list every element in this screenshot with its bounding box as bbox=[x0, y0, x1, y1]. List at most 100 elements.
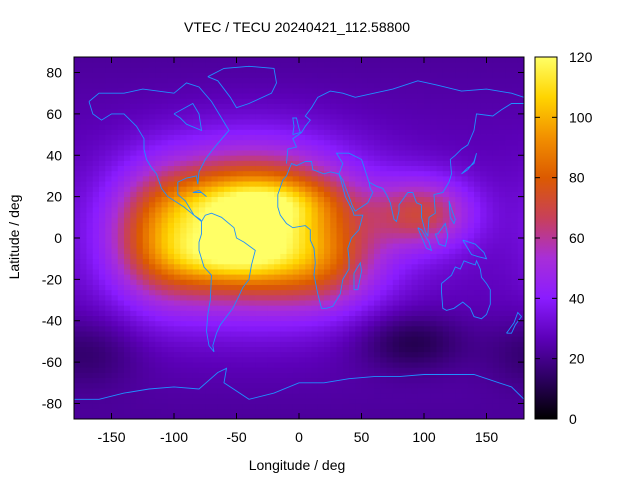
heatmap-cell bbox=[511, 331, 519, 337]
heatmap-cell bbox=[105, 382, 112, 389]
heatmap-cell bbox=[474, 279, 481, 285]
heatmap-cell bbox=[249, 356, 256, 363]
heatmap-cell bbox=[280, 248, 287, 254]
heatmap-cell bbox=[474, 191, 481, 198]
heatmap-cell bbox=[474, 150, 481, 156]
heatmap-cell bbox=[480, 413, 487, 419]
heatmap-cell bbox=[174, 253, 181, 260]
heatmap-cell bbox=[292, 393, 300, 399]
heatmap-cell bbox=[461, 382, 469, 389]
heatmap-cell bbox=[411, 413, 419, 419]
heatmap-cell bbox=[199, 243, 206, 249]
heatmap-cell bbox=[349, 408, 356, 415]
heatmap-cell bbox=[499, 310, 506, 316]
heatmap-cell bbox=[149, 341, 156, 347]
heatmap-cell bbox=[111, 103, 119, 110]
heatmap-cell bbox=[230, 67, 237, 73]
heatmap-cell bbox=[486, 387, 494, 394]
heatmap-cell bbox=[261, 403, 269, 410]
heatmap-cell bbox=[274, 398, 281, 404]
heatmap-cell bbox=[205, 279, 212, 285]
heatmap-cell bbox=[161, 67, 169, 73]
heatmap-cell bbox=[461, 155, 469, 161]
heatmap-cell bbox=[255, 150, 262, 156]
heatmap-cell bbox=[455, 305, 462, 311]
heatmap-cell bbox=[367, 413, 375, 419]
heatmap-cell bbox=[255, 346, 262, 353]
heatmap-cell bbox=[511, 129, 519, 135]
heatmap-cell bbox=[155, 217, 162, 223]
heatmap-cell bbox=[74, 315, 81, 322]
heatmap-cell bbox=[124, 248, 131, 254]
heatmap-cell bbox=[305, 274, 312, 280]
heatmap-cell bbox=[242, 108, 250, 115]
heatmap-cell bbox=[374, 351, 381, 358]
heatmap-cell bbox=[374, 336, 381, 342]
heatmap-cell bbox=[436, 196, 444, 203]
heatmap-cell bbox=[467, 269, 475, 275]
heatmap-cell bbox=[330, 258, 337, 265]
heatmap-cell bbox=[242, 129, 250, 135]
heatmap-cell bbox=[130, 382, 137, 389]
heatmap-cell bbox=[436, 289, 444, 296]
heatmap-cell bbox=[405, 212, 412, 218]
heatmap-cell bbox=[217, 408, 225, 415]
heatmap-cell bbox=[111, 175, 119, 182]
heatmap-cell bbox=[374, 248, 381, 254]
heatmap-cell bbox=[386, 206, 394, 213]
heatmap-cell bbox=[286, 269, 294, 275]
heatmap-cell bbox=[192, 269, 200, 275]
heatmap-cell bbox=[267, 113, 275, 120]
heatmap-cell bbox=[361, 351, 369, 358]
heatmap-cell bbox=[399, 351, 406, 358]
heatmap-cell bbox=[74, 253, 81, 260]
heatmap-cell bbox=[267, 331, 275, 337]
heatmap-cell bbox=[436, 398, 444, 404]
heatmap-cell bbox=[149, 206, 156, 213]
heatmap-cell bbox=[274, 253, 281, 260]
heatmap-cell bbox=[149, 284, 156, 291]
heatmap-cell bbox=[130, 217, 137, 223]
heatmap-cell bbox=[155, 403, 162, 410]
heatmap-cell bbox=[111, 160, 119, 166]
heatmap-cell bbox=[317, 181, 325, 187]
heatmap-cell bbox=[386, 165, 394, 172]
heatmap-cell bbox=[492, 274, 500, 280]
heatmap-cell bbox=[86, 170, 94, 177]
heatmap-cell bbox=[261, 201, 269, 208]
heatmap-cell bbox=[74, 372, 81, 379]
heatmap-cell bbox=[155, 134, 162, 141]
heatmap-cell bbox=[349, 367, 356, 373]
heatmap-cell bbox=[142, 150, 150, 156]
heatmap-cell bbox=[349, 362, 356, 368]
heatmap-cell bbox=[467, 72, 475, 79]
heatmap-cell bbox=[105, 191, 112, 198]
heatmap-cell bbox=[117, 253, 125, 260]
heatmap-cell bbox=[130, 144, 137, 151]
heatmap-cell bbox=[286, 82, 294, 89]
heatmap-cell bbox=[486, 175, 494, 182]
heatmap-cell bbox=[167, 103, 175, 110]
heatmap-cell bbox=[274, 170, 281, 177]
heatmap-cell bbox=[330, 393, 337, 399]
heatmap-cell bbox=[230, 119, 237, 125]
heatmap-cell bbox=[367, 212, 375, 218]
heatmap-cell bbox=[261, 263, 269, 270]
heatmap-cell bbox=[299, 346, 306, 353]
heatmap-cell bbox=[249, 108, 256, 115]
heatmap-cell bbox=[217, 129, 225, 135]
heatmap-cell bbox=[380, 398, 387, 404]
heatmap-cell bbox=[355, 413, 362, 419]
heatmap-cell bbox=[386, 212, 394, 218]
heatmap-cell bbox=[255, 124, 262, 130]
heatmap-cell bbox=[480, 217, 487, 223]
heatmap-cell bbox=[411, 88, 419, 94]
heatmap-cell bbox=[324, 227, 331, 234]
heatmap-cell bbox=[274, 196, 281, 203]
heatmap-cell bbox=[242, 248, 250, 254]
heatmap-cell bbox=[292, 269, 300, 275]
heatmap-cell bbox=[442, 227, 450, 234]
heatmap-cell bbox=[117, 398, 125, 404]
heatmap-cell bbox=[467, 62, 475, 68]
heatmap-cell bbox=[386, 320, 394, 327]
